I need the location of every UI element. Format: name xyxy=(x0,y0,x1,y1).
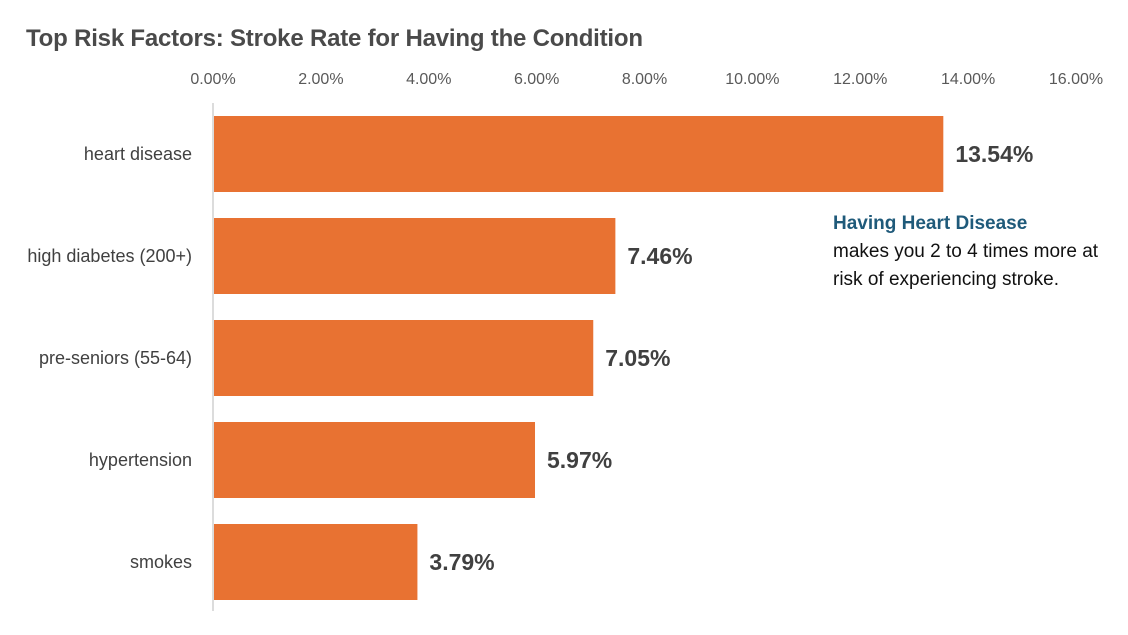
x-tick-label: 6.00% xyxy=(514,71,559,88)
bar xyxy=(214,218,616,294)
bar xyxy=(214,116,944,192)
bar xyxy=(214,524,418,600)
category-label: heart disease xyxy=(84,144,192,164)
x-tick-label: 12.00% xyxy=(833,71,887,88)
data-label: 7.05% xyxy=(605,345,670,371)
data-label: 7.46% xyxy=(627,243,692,269)
chart-title: Top Risk Factors: Stroke Rate for Having… xyxy=(26,25,643,52)
x-axis-ticks: 0.00% 2.00% 4.00% 6.00% 8.00% 10.00% 12.00% 14.… xyxy=(190,71,1103,88)
x-tick-label: 4.00% xyxy=(406,71,451,88)
data-label: 3.79% xyxy=(429,549,494,575)
bar xyxy=(214,320,594,396)
bar xyxy=(214,422,536,498)
category-label: hypertension xyxy=(89,450,192,470)
data-label: 5.97% xyxy=(547,447,612,473)
x-tick-label: 8.00% xyxy=(622,71,667,88)
x-tick-label: 2.00% xyxy=(298,71,343,88)
data-labels: 13.54% 7.46% 7.05% 5.97% 3.79% xyxy=(429,141,1033,575)
annotation-heading: Having Heart Disease xyxy=(833,213,1028,234)
x-tick-label: 10.00% xyxy=(725,71,779,88)
data-label: 13.54% xyxy=(955,141,1033,167)
category-label: high diabetes (200+) xyxy=(27,246,192,266)
category-label: smokes xyxy=(130,552,192,572)
annotation-callout: Having Heart Disease makes you 2 to 4 ti… xyxy=(833,210,1118,294)
x-tick-label: 16.00% xyxy=(1049,71,1103,88)
x-tick-label: 0.00% xyxy=(190,71,235,88)
category-label: pre-seniors (55-64) xyxy=(39,348,192,368)
x-tick-label: 14.00% xyxy=(941,71,995,88)
bars xyxy=(214,116,944,600)
category-labels: heart disease high diabetes (200+) pre-sen… xyxy=(27,144,192,572)
annotation-body: makes you 2 to 4 times more at risk of e… xyxy=(833,241,1099,290)
